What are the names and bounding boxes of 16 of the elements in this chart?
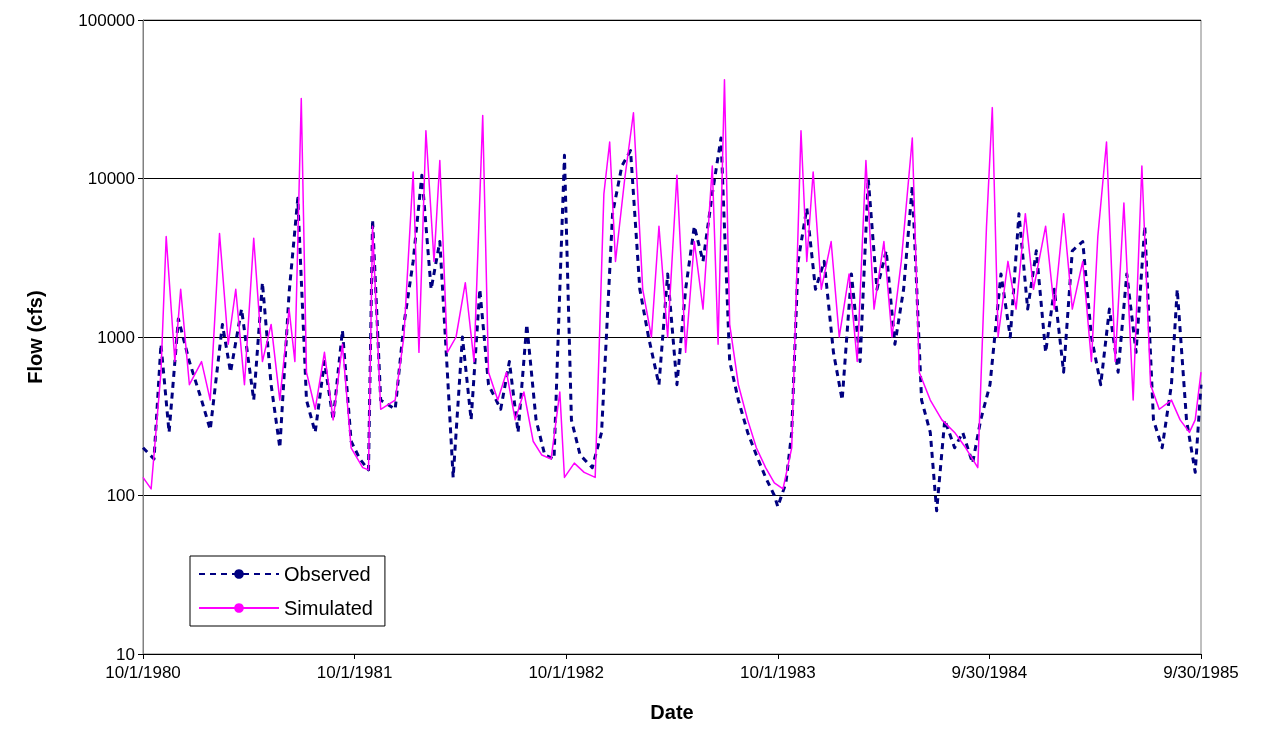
y-tick-label: 10000 <box>87 169 135 188</box>
x-axis-title: Date <box>650 701 694 723</box>
x-tick-label: 9/30/1985 <box>1163 663 1239 682</box>
y-tick-label: 1000 <box>97 327 135 347</box>
line-series <box>141 136 1203 513</box>
x-tick-label: 9/30/1984 <box>951 663 1028 682</box>
legend-label: Observed <box>284 563 371 585</box>
x-tick-label: 10/1/1980 <box>105 663 181 682</box>
x-tick-label: 10/1/1982 <box>528 663 605 682</box>
y-tick-label: 10 <box>116 644 135 664</box>
y-axis-title: Flow (cfs) <box>24 290 46 384</box>
y-tick-label: 100 <box>106 486 135 505</box>
legend-label: Simulated <box>284 597 373 619</box>
y-tick-label: 100000 <box>78 10 135 30</box>
x-tick-label: 10/1/1983 <box>739 663 816 682</box>
x-tick-label: 10/1/1981 <box>316 663 393 682</box>
